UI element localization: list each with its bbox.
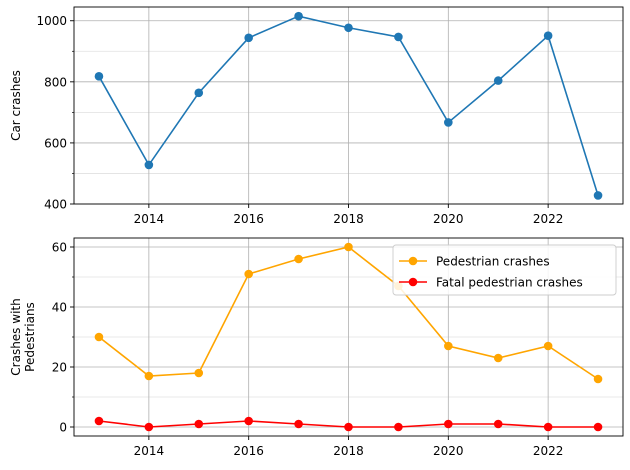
x-tick-label: 2014 [134,212,165,226]
legend-label: Pedestrian crashes [436,255,550,269]
data-point [394,422,403,432]
y-axis-label: Car crashes [9,70,23,141]
data-point [444,419,453,429]
data-point [493,353,503,363]
x-tick-label: 2016 [233,444,264,458]
data-point [244,416,253,426]
y-tick-label: 600 [44,136,67,150]
y-tick-label: 400 [44,198,67,212]
x-tick-label: 2022 [533,212,564,226]
data-point [94,72,104,81]
data-point [444,341,453,351]
data-point [144,160,154,170]
x-tick-label: 2020 [433,212,464,226]
data-point [543,341,553,351]
data-point [394,32,403,42]
y-axis-label-line: Crashes with [9,298,23,375]
legend-label: Fatal pedestrian crashes [436,276,583,290]
legend-box [392,244,617,296]
data-point [144,371,154,381]
data-point [194,419,204,429]
data-point [543,31,553,41]
data-point [493,419,503,429]
data-point [593,374,603,384]
x-tick-label: 2022 [533,444,564,458]
x-tick-label: 2018 [333,444,364,458]
data-point [344,242,353,252]
data-point [294,419,303,429]
legend-swatch-marker [408,277,418,287]
x-tick-label: 2014 [134,444,165,458]
data-point [543,422,553,432]
y-tick-label: 40 [52,301,67,315]
data-point [593,191,603,200]
data-point [493,76,503,85]
y-tick-label: 1000 [36,14,67,28]
data-point [194,368,204,378]
y-axis-label: Crashes withPedestrians [9,298,37,375]
data-point [294,11,303,21]
x-tick-label: 2020 [433,444,464,458]
x-tick-label: 2018 [333,212,364,226]
data-point [344,23,353,33]
data-point [593,422,603,432]
chart-panel-1: 2014 2016 2018 2020 2022 400 600 800 1000 Car cra… [9,6,624,226]
data-point [344,422,353,432]
x-tick-label: 2016 [233,212,264,226]
data-point [244,269,253,279]
data-point [294,254,303,264]
legend-swatch-marker [408,256,418,266]
y-tick-label: 800 [44,75,67,89]
data-point [194,88,204,98]
y-tick-label: 60 [52,241,67,255]
y-axis-label-line: Car crashes [9,70,23,141]
y-tick-label: 0 [59,421,67,435]
data-point [444,118,453,127]
data-point [144,422,154,432]
y-axis-label-line: Pedestrians [23,302,37,372]
data-point [244,33,253,43]
data-point [94,332,104,342]
data-point [94,416,104,426]
y-tick-label: 20 [52,361,67,375]
